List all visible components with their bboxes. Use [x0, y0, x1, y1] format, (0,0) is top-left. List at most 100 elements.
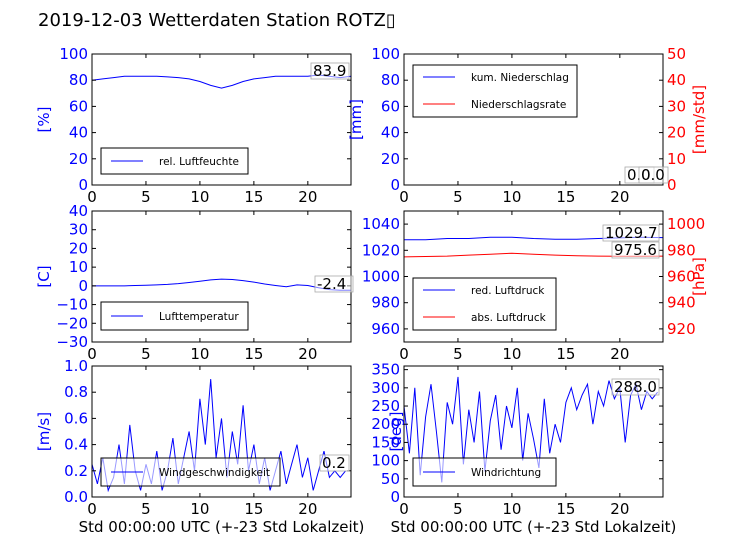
x-tick-label: 5	[453, 345, 463, 363]
series-line-winddir-0	[403, 376, 658, 483]
plot-frame	[91, 365, 352, 498]
x-tick-label: 20	[298, 188, 317, 206]
y-tick-label: 30	[69, 221, 88, 239]
y-tick-label: 40	[381, 124, 400, 142]
y-tick-label: 0.2	[64, 462, 88, 480]
x-tick-label: 10	[502, 500, 521, 518]
legend: kum. Niederschlag Niederschlagsrate	[412, 64, 578, 118]
x-tick-label: 5	[453, 500, 463, 518]
last-value-annotation: 0.2	[322, 454, 346, 472]
plot-frame	[91, 53, 352, 186]
x-axis-label: Std 00:00:00 UTC (+-23 Std Lokalzeit)	[79, 518, 365, 536]
y-tick-label: 100	[371, 45, 400, 63]
x-tick-label: 5	[141, 345, 151, 363]
plot-frame	[403, 53, 664, 186]
y-tick-label: 250	[371, 397, 400, 415]
last-value-box	[314, 275, 354, 293]
last-value-annotation: -2.4	[317, 275, 346, 293]
y-tick-label: 350	[371, 361, 400, 379]
x-tick-label: 0	[399, 345, 409, 363]
y2-tick-label: 980	[667, 241, 696, 259]
legend-label: abs. Luftdruck	[471, 312, 547, 324]
y-tick-label: 0	[390, 488, 400, 506]
last-value-annotation: 975.6	[614, 241, 657, 259]
y-tick-label: −10	[56, 296, 88, 314]
figure-title: 2019-12-03 Wetterdaten Station ROTZ▯	[38, 10, 396, 31]
y-tick-label: 960	[371, 320, 400, 338]
series-line-humidity-0	[91, 74, 352, 89]
y2-axis-label: [hPa]	[690, 257, 708, 296]
legend-box	[412, 64, 578, 118]
x-tick-label: 15	[244, 188, 263, 206]
last-value-box	[319, 454, 350, 472]
x-tick-label: 15	[556, 188, 575, 206]
x-tick-label: 20	[298, 345, 317, 363]
legend-box	[100, 301, 249, 331]
y-tick-label: 100	[371, 452, 400, 470]
y-tick-label: 0.4	[64, 436, 88, 454]
y2-tick-label: 960	[667, 268, 696, 286]
y-tick-label: 1020	[362, 241, 400, 259]
y-tick-label: 20	[381, 150, 400, 168]
x-tick-label: 0	[87, 188, 97, 206]
x-tick-label: 0	[399, 500, 409, 518]
series-line-temperature-0	[92, 278, 351, 291]
y-tick-label: 40	[69, 202, 88, 220]
y-tick-label: 10	[69, 258, 88, 276]
legend: red. Luftdruck abs. Luftdruck	[412, 277, 557, 331]
y-tick-label: 80	[69, 71, 88, 89]
y-tick-label: 980	[371, 294, 400, 312]
legend-label: kum. Niederschlag	[471, 72, 569, 84]
y-tick-label: 150	[371, 433, 400, 451]
legend-label: Windgeschwindigkeit	[159, 467, 270, 479]
y-tick-label: 0.6	[64, 409, 88, 427]
y-axis-label: [m/s]	[35, 412, 53, 451]
x-tick-label: 15	[556, 345, 575, 363]
panel-precip: 0 5 10 15 20 0 20 40 60 80 100 0 10 20 30 40 50 [mm] [mm/s…	[347, 45, 708, 206]
last-value-annotation: 83.9	[313, 62, 346, 80]
legend-label: red. Luftdruck	[471, 285, 545, 297]
y-tick-label: 60	[381, 97, 400, 115]
x-tick-label: 5	[141, 188, 151, 206]
last-value-box	[602, 224, 660, 242]
last-value-box	[310, 62, 350, 80]
y2-tick-label: 50	[667, 45, 686, 63]
y-axis-label: [mm]	[347, 99, 365, 140]
x-tick-label: 20	[610, 188, 629, 206]
x-tick-label: 20	[610, 345, 629, 363]
x-axis-label: Std 00:00:00 UTC (+-23 Std Lokalzeit)	[391, 518, 677, 536]
y2-tick-label: 0	[667, 176, 677, 194]
y-tick-label: 200	[371, 415, 400, 433]
y-tick-label: 300	[371, 379, 400, 397]
y-axis-label: [%]	[35, 107, 53, 133]
x-tick-label: 15	[244, 345, 263, 363]
x-tick-label: 20	[610, 500, 629, 518]
y-tick-label: 100	[59, 45, 88, 63]
y2-tick-label: 30	[667, 97, 686, 115]
y2-tick-label: 10	[667, 150, 686, 168]
legend: Windgeschwindigkeit	[100, 457, 281, 487]
y-tick-label: 40	[69, 124, 88, 142]
x-tick-label: 10	[502, 345, 521, 363]
y2-tick-label: 40	[667, 71, 686, 89]
x-tick-label: 20	[298, 500, 317, 518]
legend-label: Windrichtung	[471, 467, 541, 479]
y2-tick-label: 940	[667, 294, 696, 312]
y-axis-label: [deg]	[387, 412, 405, 452]
y-tick-label: 0.8	[64, 383, 88, 401]
x-tick-label: 15	[556, 500, 575, 518]
x-tick-label: 0	[87, 345, 97, 363]
x-tick-label: 5	[141, 500, 151, 518]
plot-frame	[403, 365, 664, 498]
last-value-box	[611, 378, 660, 396]
legend: rel. Luftfeuchte	[100, 147, 249, 175]
y2-tick-label: 1000	[667, 215, 705, 233]
y-tick-label: −20	[56, 314, 88, 332]
y2-tick-label: 920	[667, 320, 696, 338]
legend-box	[412, 277, 557, 331]
y-tick-label: 60	[69, 97, 88, 115]
x-tick-label: 0	[87, 500, 97, 518]
